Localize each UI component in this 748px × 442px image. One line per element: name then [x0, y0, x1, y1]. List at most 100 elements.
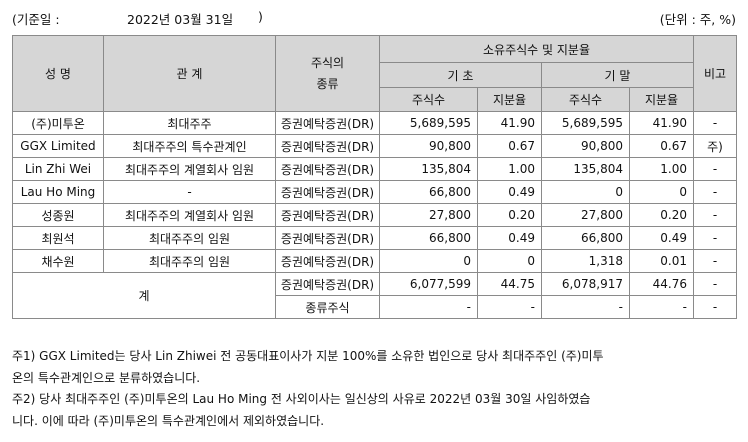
cell-remarks: -: [693, 180, 737, 204]
cell-stock-type: 종류주식: [275, 295, 380, 319]
cell-relation: 최대주주의 임원: [103, 249, 276, 273]
cell-remarks: -: [693, 157, 737, 181]
cell-begin-shares: 66,800: [379, 180, 478, 204]
cell-stock-type: 증권예탁증권(DR): [275, 157, 380, 181]
base-date-value: 2022년 03월 31일: [127, 12, 234, 27]
cell-begin-shares: 0: [379, 249, 478, 273]
header-end-shares: 주식수: [541, 87, 630, 112]
cell-stock-type: 증권예탁증권(DR): [275, 180, 380, 204]
cell-end-ratio: 0.67: [629, 134, 694, 158]
base-date-close: ): [258, 9, 263, 24]
table-row: GGX Limited 최대주주의 특수관계인 증권예탁증권(DR) 90,80…: [12, 134, 737, 158]
cell-name: 채수원: [12, 249, 104, 273]
total-label: 계: [12, 272, 276, 319]
header-begin-ratio: 지분율: [477, 87, 542, 112]
cell-begin-shares: 66,800: [379, 226, 478, 250]
cell-remarks: -: [693, 272, 737, 296]
table-row: 성종원 최대주주의 계열회사 임원 증권예탁증권(DR) 27,800 0.20…: [12, 203, 737, 227]
cell-end-shares: 1,318: [541, 249, 630, 273]
header-name: 성 명: [12, 35, 104, 112]
cell-end-shares: 90,800: [541, 134, 630, 158]
cell-relation: 최대주주의 계열회사 임원: [103, 203, 276, 227]
cell-begin-ratio: -: [477, 295, 542, 319]
total-row: 종류주식 - - - - -: [13, 295, 737, 319]
cell-stock-type: 증권예탁증권(DR): [275, 111, 380, 135]
cell-stock-type: 증권예탁증권(DR): [275, 249, 380, 273]
cell-begin-shares: 90,800: [379, 134, 478, 158]
header-remarks: 비고: [693, 35, 737, 112]
cell-begin-ratio: 0: [477, 249, 542, 273]
cell-begin-ratio: 41.90: [477, 111, 542, 135]
cell-end-ratio: 1.00: [629, 157, 694, 181]
report-header: (기준일 : 2022년 03월 31일 ) (단위 : 주, %): [12, 9, 736, 27]
cell-name: 성종원: [12, 203, 104, 227]
cell-relation: 최대주주의 임원: [103, 226, 276, 250]
cell-end-ratio: 44.76: [629, 272, 694, 296]
footnote-line: 주2) 당사 최대주주인 (주)미투온의 Lau Ho Ming 전 사외이사는…: [12, 392, 591, 406]
cell-begin-shares: 135,804: [379, 157, 478, 181]
cell-end-shares: 5,689,595: [541, 111, 630, 135]
cell-end-shares: 66,800: [541, 226, 630, 250]
cell-begin-ratio: 44.75: [477, 272, 542, 296]
cell-begin-ratio: 0.49: [477, 226, 542, 250]
cell-end-shares: -: [541, 295, 630, 319]
header-begin-shares: 주식수: [379, 87, 478, 112]
cell-remarks: -: [693, 111, 737, 135]
cell-name: Lin Zhi Wei: [12, 157, 104, 181]
footnote-line: 주1) GGX Limited는 당사 Lin Zhiwei 전 공동대표이사가…: [12, 349, 604, 363]
table-row: 최원석 최대주주의 임원 증권예탁증권(DR) 66,800 0.49 66,8…: [12, 226, 737, 250]
cell-end-shares: 6,078,917: [541, 272, 630, 296]
cell-begin-shares: 5,689,595: [379, 111, 478, 135]
header-stock-type: 주식의 종류: [275, 35, 380, 112]
cell-stock-type: 증권예탁증권(DR): [275, 272, 380, 296]
header-beginning: 기 초: [379, 62, 542, 88]
cell-remarks: -: [693, 295, 737, 319]
cell-stock-type: 증권예탁증권(DR): [275, 226, 380, 250]
footnotes: 주1) GGX Limited는 당사 Lin Zhiwei 전 공동대표이사가…: [12, 346, 736, 432]
cell-name: (주)미투온: [12, 111, 104, 135]
unit-label: (단위 : 주, %): [659, 12, 736, 27]
total-row: 계 증권예탁증권(DR) 6,077,599 44.75 6,078,917 4…: [12, 272, 737, 319]
cell-begin-ratio: 1.00: [477, 157, 542, 181]
cell-end-ratio: 41.90: [629, 111, 694, 135]
table-row: Lin Zhi Wei 최대주주의 계열회사 임원 증권예탁증권(DR) 135…: [12, 157, 737, 181]
cell-stock-type: 증권예탁증권(DR): [275, 134, 380, 158]
cell-begin-shares: -: [379, 295, 478, 319]
cell-end-ratio: 0.01: [629, 249, 694, 273]
cell-end-shares: 0: [541, 180, 630, 204]
cell-end-ratio: -: [629, 295, 694, 319]
table-row: 채수원 최대주주의 임원 증권예탁증권(DR) 0 0 1,318 0.01 -: [12, 249, 737, 273]
cell-relation: 최대주주의 특수관계인: [103, 134, 276, 158]
cell-end-ratio: 0.49: [629, 226, 694, 250]
table-row: (주)미투온 최대주주 증권예탁증권(DR) 5,689,595 41.90 5…: [12, 111, 737, 135]
cell-remarks: -: [693, 226, 737, 250]
cell-begin-ratio: 0.67: [477, 134, 542, 158]
header-holdings: 소유주식수 및 지분율: [379, 35, 694, 63]
cell-begin-shares: 27,800: [379, 203, 478, 227]
cell-remarks: -: [693, 203, 737, 227]
footnote-line: 니다. 이에 따라 (주)미투온의 특수관계인에서 제외하였습니다.: [12, 413, 325, 428]
cell-remarks: 주): [693, 134, 737, 158]
header-ending: 기 말: [541, 62, 694, 88]
cell-end-shares: 135,804: [541, 157, 630, 181]
cell-relation: -: [103, 180, 276, 204]
cell-stock-type: 증권예탁증권(DR): [275, 203, 380, 227]
header-relation: 관 계: [103, 35, 276, 112]
cell-begin-ratio: 0.49: [477, 180, 542, 204]
shareholding-table: 성 명 관 계 주식의 종류 소유주식수 및 지분율 비고 기 초 기 말 주식…: [12, 35, 737, 319]
cell-name: Lau Ho Ming: [12, 180, 104, 204]
cell-relation: 최대주주의 계열회사 임원: [103, 157, 276, 181]
cell-begin-ratio: 0.20: [477, 203, 542, 227]
cell-end-shares: 27,800: [541, 203, 630, 227]
cell-end-ratio: 0.20: [629, 203, 694, 227]
cell-begin-shares: 6,077,599: [379, 272, 478, 296]
footnote-line: 온의 특수관계인으로 분류하였습니다.: [12, 370, 201, 385]
cell-end-ratio: 0: [629, 180, 694, 204]
cell-remarks: -: [693, 249, 737, 273]
base-date-label: (기준일 :: [12, 12, 60, 27]
cell-name: GGX Limited: [12, 134, 104, 158]
table-row: Lau Ho Ming - 증권예탁증권(DR) 66,800 0.49 0 0…: [12, 180, 737, 204]
cell-name: 최원석: [12, 226, 104, 250]
cell-relation: 최대주주: [103, 111, 276, 135]
header-end-ratio: 지분율: [629, 87, 694, 112]
